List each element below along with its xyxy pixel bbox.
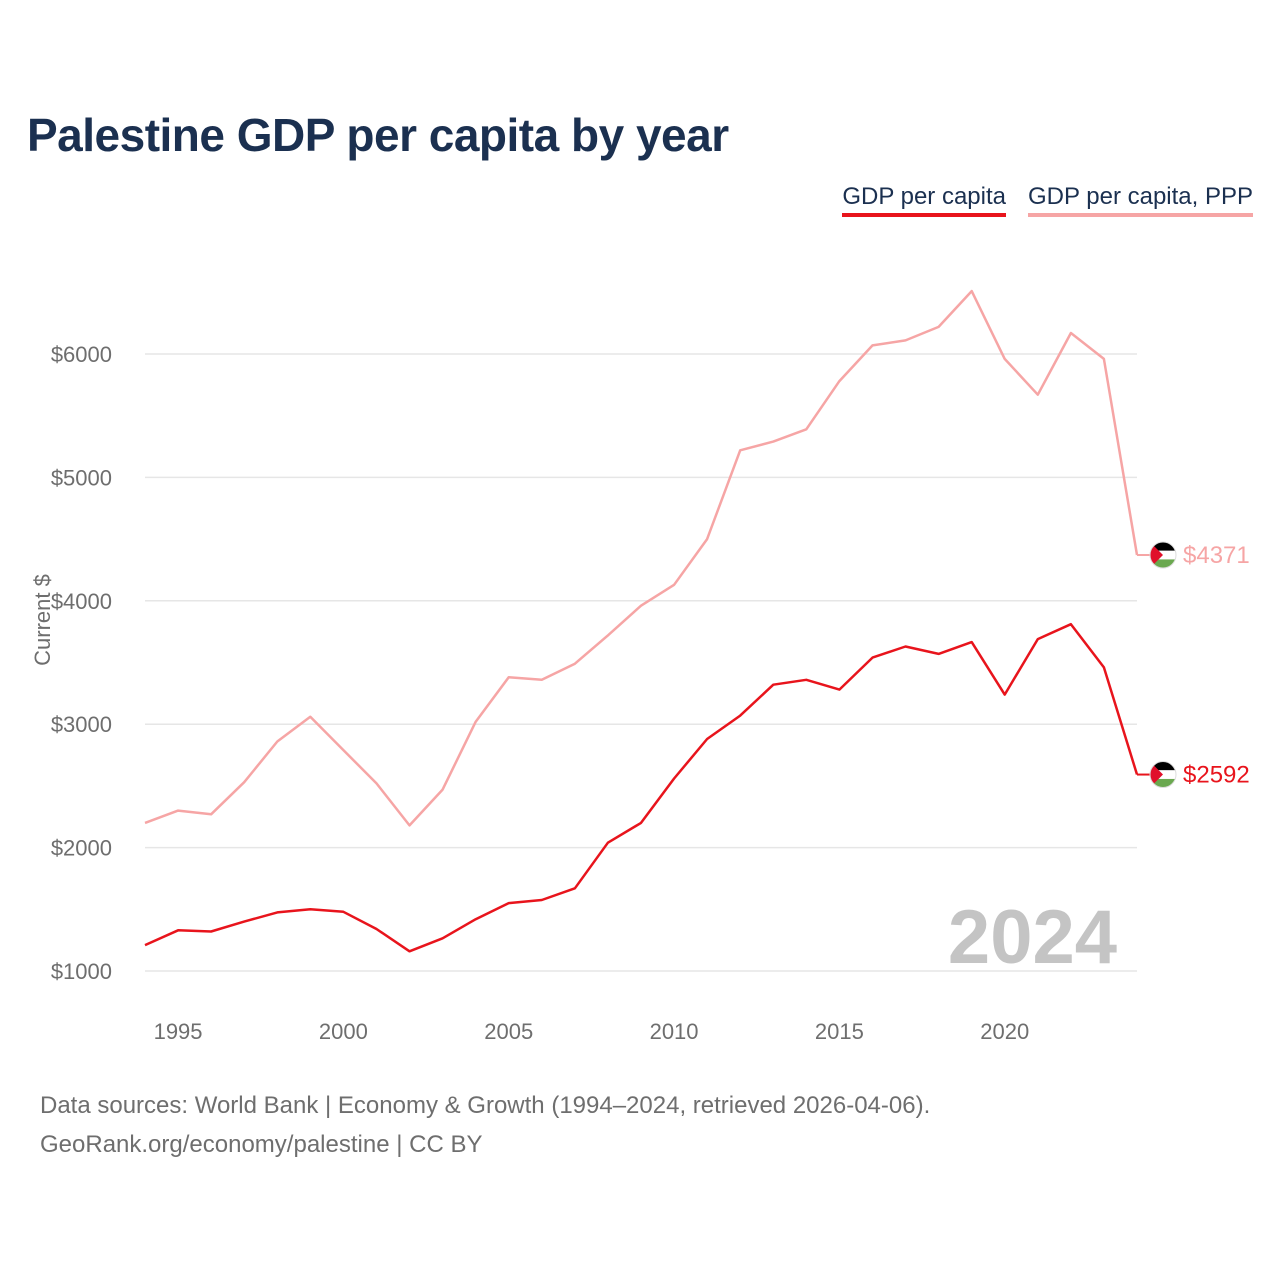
series-line-ppp[interactable] — [144, 289, 1139, 827]
y-axis-ticks: $1000 $2000 $3000 $4000 $5000 $6000 — [51, 342, 112, 984]
footer: Data sources: World Bank | Economy & Gro… — [40, 1086, 930, 1164]
series: $4371 $2592 — [144, 289, 1250, 953]
palestine-flag-icon — [1150, 761, 1176, 788]
legend-item-gdp-per-capita-ppp[interactable]: GDP per capita, PPP — [1028, 183, 1253, 217]
y-axis-label: Current $ — [30, 574, 55, 666]
y-tick-label: $1000 — [51, 959, 112, 984]
end-value-label-gdp: $2592 — [1183, 762, 1250, 789]
x-tick-label: 2020 — [980, 1019, 1029, 1044]
legend: GDP per capita GDP per capita, PPP — [842, 183, 1253, 217]
legend-item-gdp-per-capita[interactable]: GDP per capita — [842, 183, 1006, 217]
x-tick-label: 2015 — [815, 1019, 864, 1044]
chart: $1000 $2000 $3000 $4000 $5000 $6000 1995 2000 2… — [30, 289, 1250, 1044]
footer-sources: Data sources: World Bank | Economy & Gro… — [40, 1092, 931, 1119]
series-line-gdp[interactable] — [144, 622, 1139, 953]
series-ppp: $4371 — [144, 289, 1250, 827]
x-tick-label: 2000 — [319, 1019, 368, 1044]
y-tick-label: $3000 — [51, 712, 112, 737]
end-value-label-ppp: $4371 — [1183, 542, 1250, 569]
x-tick-label: 2005 — [484, 1019, 533, 1044]
y-tick-label: $4000 — [51, 589, 112, 614]
grid-lines — [145, 353, 1137, 972]
page-title: Palestine GDP per capita by year — [27, 109, 729, 161]
x-tick-label: 2010 — [650, 1019, 699, 1044]
palestine-flag-icon — [1150, 542, 1176, 569]
series-gdp: $2592 — [144, 622, 1250, 953]
x-tick-label: 1995 — [154, 1019, 203, 1044]
y-tick-label: $5000 — [51, 465, 112, 490]
year-watermark: 2024 — [948, 895, 1117, 980]
y-tick-label: $6000 — [51, 342, 112, 367]
x-axis-ticks: 1995 2000 2005 2010 2015 2020 — [154, 1019, 1030, 1044]
y-tick-label: $2000 — [51, 836, 112, 861]
footer-credit[interactable]: GeoRank.org/economy/palestine | CC BY — [40, 1131, 483, 1158]
